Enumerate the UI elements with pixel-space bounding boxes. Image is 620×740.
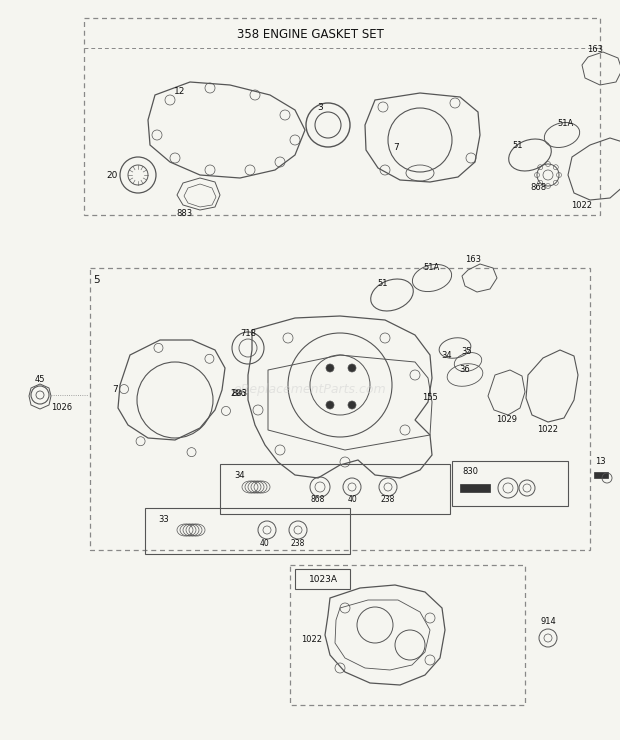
Circle shape — [348, 401, 356, 409]
Text: 5: 5 — [94, 275, 100, 285]
Text: 914: 914 — [540, 617, 556, 627]
Text: 51A: 51A — [557, 119, 573, 129]
Text: 51A: 51A — [424, 263, 440, 272]
Text: 1022: 1022 — [538, 425, 559, 434]
Text: 12: 12 — [174, 87, 185, 96]
Text: 7: 7 — [393, 144, 399, 152]
Text: 20: 20 — [107, 170, 118, 180]
Text: 155: 155 — [422, 394, 438, 403]
Text: 13: 13 — [595, 457, 605, 466]
Text: 33: 33 — [158, 516, 169, 525]
Text: 1022: 1022 — [301, 636, 322, 645]
Text: 1026: 1026 — [51, 403, 73, 412]
Polygon shape — [594, 472, 608, 478]
Circle shape — [326, 401, 334, 409]
Text: 3: 3 — [317, 103, 323, 112]
Text: 51: 51 — [513, 141, 523, 149]
Text: 163: 163 — [587, 45, 603, 55]
Text: 163: 163 — [465, 255, 481, 264]
Text: 1022: 1022 — [572, 201, 593, 209]
Polygon shape — [460, 484, 490, 492]
Text: 35: 35 — [462, 348, 472, 357]
Text: 1029: 1029 — [497, 415, 518, 425]
Text: 36: 36 — [459, 366, 471, 374]
Text: 830: 830 — [462, 468, 478, 477]
Text: 34: 34 — [234, 471, 245, 480]
Text: 868: 868 — [530, 183, 546, 192]
Text: 358 ENGINE GASKET SET: 358 ENGINE GASKET SET — [237, 27, 383, 41]
Text: eReplacementParts.com: eReplacementParts.com — [234, 383, 386, 397]
Text: 238: 238 — [291, 539, 305, 548]
Text: 883: 883 — [176, 209, 192, 218]
Text: 1023A: 1023A — [309, 576, 337, 585]
Circle shape — [326, 364, 334, 372]
Text: 40: 40 — [260, 539, 270, 548]
Text: 7: 7 — [112, 386, 118, 394]
Text: 34: 34 — [441, 351, 453, 360]
Text: 883: 883 — [232, 388, 248, 397]
Text: 40: 40 — [347, 496, 357, 505]
Text: 296: 296 — [230, 388, 246, 397]
Text: 45: 45 — [35, 374, 45, 383]
Text: 51: 51 — [378, 280, 388, 289]
Circle shape — [348, 364, 356, 372]
Text: 718: 718 — [240, 329, 256, 337]
Text: 868: 868 — [311, 496, 325, 505]
Text: 238: 238 — [381, 496, 395, 505]
